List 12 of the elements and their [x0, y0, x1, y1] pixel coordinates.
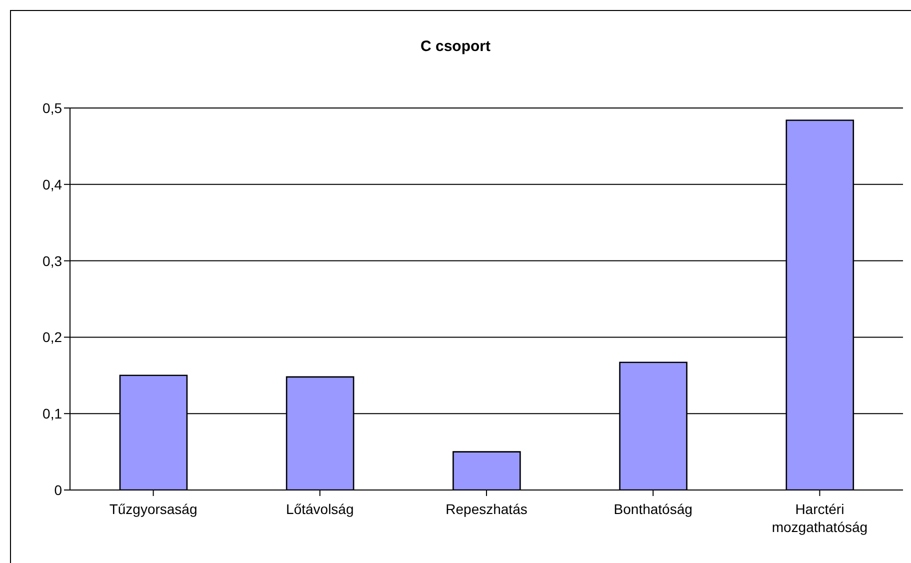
x-tick-label: Tűzgyorsaság	[109, 501, 198, 517]
chart-title: C csoport	[419, 38, 492, 55]
x-tick-label: Bonthatóság	[614, 501, 692, 517]
y-tick-label: 0	[54, 482, 62, 498]
y-tick-label: 0,5	[42, 100, 62, 116]
y-tick-label: 0,3	[42, 252, 62, 269]
y-tick-label: 0,1	[42, 406, 62, 422]
y-tick-label: 0,4	[42, 176, 62, 192]
x-tick-label: Repeszhatás	[446, 501, 528, 517]
x-tick-label: Harctéri mozgathatóság	[772, 501, 868, 535]
x-tick-label: Lőtávolság	[286, 501, 354, 517]
y-tick-label: 0,2	[42, 329, 62, 346]
